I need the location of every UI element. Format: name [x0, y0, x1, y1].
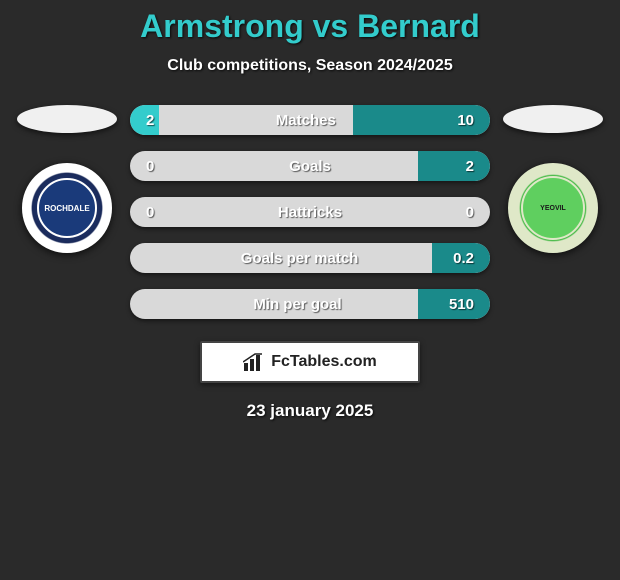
- right-player-column: YEOVIL: [498, 105, 608, 253]
- stat-left-value: 0: [146, 158, 154, 175]
- stats-column: 2 Matches 10 0 Goals 2 0 Hattricks 0 Goals per ma…: [130, 105, 490, 319]
- left-player-column: ROCHDALE: [12, 105, 122, 253]
- stat-right-value: 10: [457, 112, 474, 129]
- stat-label: Matches: [276, 112, 336, 129]
- stat-label: Goals: [289, 158, 331, 175]
- brand-text: FcTables.com: [271, 353, 377, 371]
- stat-fill-left: [130, 105, 159, 135]
- stat-label: Goals per match: [241, 250, 359, 267]
- stat-row: Min per goal 510: [130, 289, 490, 319]
- stat-right-value: 510: [449, 296, 474, 313]
- date-label: 23 january 2025: [0, 401, 620, 421]
- stat-row: 2 Matches 10: [130, 105, 490, 135]
- stat-right-value: 0.2: [453, 250, 474, 267]
- stat-right-value: 0: [466, 204, 474, 221]
- stat-right-value: 2: [466, 158, 474, 175]
- page-title: Armstrong vs Bernard: [0, 8, 620, 45]
- right-club-badge: YEOVIL: [508, 163, 598, 253]
- brand-badge[interactable]: FcTables.com: [200, 341, 420, 383]
- page-subtitle: Club competitions, Season 2024/2025: [0, 57, 620, 75]
- left-club-badge: ROCHDALE: [22, 163, 112, 253]
- stat-row: Goals per match 0.2: [130, 243, 490, 273]
- stat-label: Min per goal: [253, 296, 341, 313]
- stat-label: Hattricks: [278, 204, 342, 221]
- comparison-card: Armstrong vs Bernard Club competitions, …: [0, 0, 620, 421]
- stat-fill-right: [418, 151, 490, 181]
- main-row: ROCHDALE 2 Matches 10 0 Goals 2 0 Hattricks 0 Goa…: [0, 105, 620, 319]
- stat-row: 0 Hattricks 0: [130, 197, 490, 227]
- stat-row: 0 Goals 2: [130, 151, 490, 181]
- right-club-badge-label: YEOVIL: [521, 176, 585, 240]
- stat-left-value: 2: [146, 112, 154, 129]
- stat-left-value: 0: [146, 204, 154, 221]
- right-player-avatar: [503, 105, 603, 133]
- bar-chart-icon: [243, 353, 265, 371]
- left-player-avatar: [17, 105, 117, 133]
- left-club-badge-label: ROCHDALE: [37, 178, 97, 238]
